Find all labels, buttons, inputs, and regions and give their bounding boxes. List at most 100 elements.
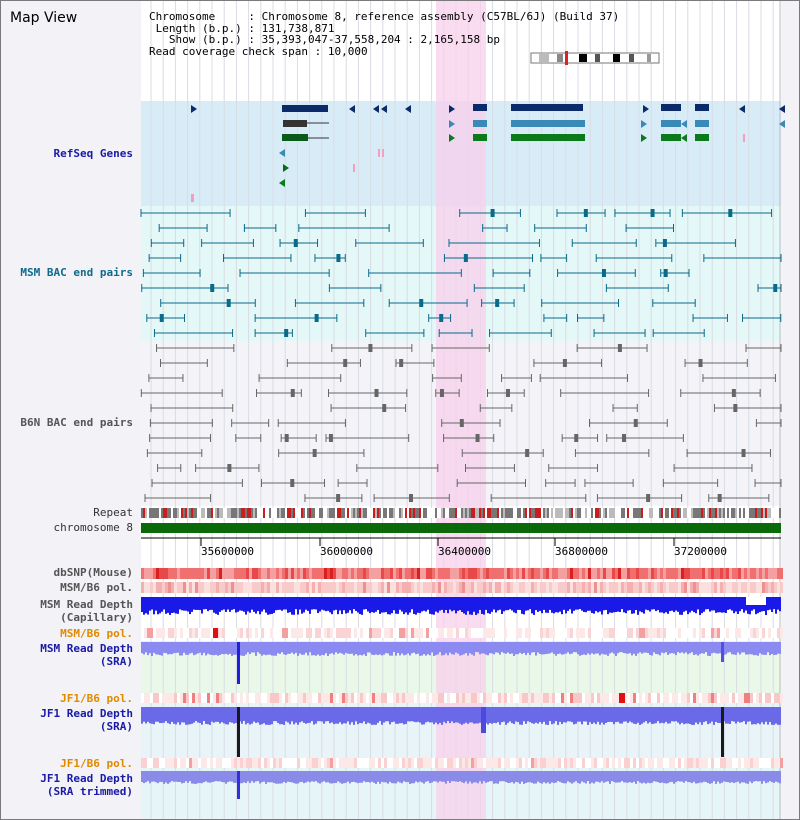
jf1-trim-depth-bar bbox=[767, 771, 769, 783]
msm-capillary-depth-bar bbox=[547, 597, 549, 613]
repeat-tick bbox=[405, 508, 407, 518]
msm-b6-pol-cell bbox=[288, 628, 291, 638]
jf1-b6-pol-cell bbox=[666, 693, 669, 703]
msm-capillary-depth-bar bbox=[483, 597, 485, 615]
msm-capillary-depth-bar bbox=[339, 597, 341, 611]
jf1-b6-pol-cell bbox=[294, 758, 297, 768]
jf1-sra-depth-bar bbox=[471, 707, 473, 723]
msm-sra-depth-bar bbox=[741, 642, 743, 653]
jf1-b6-pol-cell bbox=[189, 758, 192, 768]
jf1-sra-depth-bar bbox=[177, 707, 179, 723]
msm-sra-depth-bar bbox=[295, 642, 297, 653]
repeat-tick bbox=[239, 508, 241, 518]
msm-sra-depth-bar bbox=[175, 642, 177, 653]
jf1-sra-depth-bar bbox=[513, 707, 515, 725]
repeat-tick bbox=[637, 508, 639, 518]
dbsnp-cell bbox=[177, 568, 180, 579]
gene-feature bbox=[743, 134, 745, 142]
jf1-sra-depth-bar bbox=[291, 707, 293, 722]
jf1-trim-depth-bar bbox=[639, 771, 641, 783]
jf1-sra-depth-bar bbox=[439, 707, 441, 723]
msm-capillary-depth-bar bbox=[595, 597, 597, 612]
msm-capillary-depth-bar bbox=[557, 597, 559, 613]
repeat-tick bbox=[267, 508, 269, 518]
msm-b6-pol-cell bbox=[417, 582, 420, 593]
msm-capillary-depth-bar bbox=[237, 597, 239, 612]
msm-b6-pol-cell bbox=[207, 582, 210, 593]
jf1-trim-depth-bar bbox=[699, 771, 701, 783]
dbsnp-cell bbox=[336, 568, 339, 579]
msm-b6-pol-cell bbox=[222, 628, 225, 638]
bac-end-marker bbox=[663, 269, 668, 277]
dbsnp-cell bbox=[633, 568, 636, 579]
jf1-sra-depth-bar bbox=[603, 707, 605, 725]
dbsnp-cell bbox=[732, 568, 735, 579]
jf1-trim-depth-bar bbox=[763, 771, 765, 782]
jf1-sra-depth-bar bbox=[543, 707, 545, 722]
jf1-trim-depth-bar bbox=[549, 771, 551, 784]
jf1-trim-depth-bar bbox=[267, 771, 269, 783]
dbsnp-cell bbox=[378, 568, 381, 579]
msm-capillary-depth-bar bbox=[323, 597, 325, 611]
jf1-sra-depth-bar bbox=[749, 707, 751, 722]
msm-capillary-depth-bar bbox=[189, 597, 191, 615]
msm-b6-pol-cell bbox=[681, 628, 684, 638]
jf1-sra-depth-bar bbox=[777, 707, 779, 725]
bac-end-marker bbox=[728, 209, 733, 217]
msm-b6-pol-cell bbox=[285, 628, 288, 638]
jf1-trim-depth-bar bbox=[643, 771, 645, 783]
msm-sra-depth-bar bbox=[671, 642, 673, 654]
repeat-tick bbox=[701, 508, 703, 518]
jf1-trim-depth-bar bbox=[259, 771, 261, 784]
msm-capillary-depth-bar bbox=[309, 597, 311, 614]
jf1-trim-depth-bar bbox=[455, 771, 457, 782]
jf1-sra-depth-bar bbox=[461, 707, 463, 725]
msm-b6-pol-cell bbox=[219, 628, 222, 638]
msm-b6-pol-cell bbox=[249, 582, 252, 593]
jf1-b6-pol-cell bbox=[543, 758, 546, 768]
msm-b6-pol-cell bbox=[435, 628, 438, 638]
msm-capillary-depth-bar bbox=[699, 597, 701, 615]
repeat-tick bbox=[287, 508, 289, 518]
repeat-tick bbox=[557, 508, 559, 518]
jf1-trim-depth-bar bbox=[687, 771, 689, 783]
jf1-sra-depth-bar bbox=[297, 707, 299, 725]
msm-capillary-depth-bar bbox=[525, 597, 527, 611]
jf1-trim-depth-bar bbox=[601, 771, 603, 782]
jf1-b6-pol-cell bbox=[447, 693, 450, 703]
dbsnp-cell bbox=[327, 568, 330, 579]
msm-b6-pol-cell bbox=[333, 628, 336, 638]
jf1-trim-depth-bar bbox=[235, 771, 237, 783]
msm-b6-pol-cell bbox=[195, 582, 198, 593]
msm-capillary-depth-bar bbox=[341, 597, 343, 615]
repeat-tick bbox=[757, 508, 759, 518]
jf1-trim-depth-bar bbox=[617, 771, 619, 783]
jf1-sra-depth-bar bbox=[333, 707, 335, 725]
msm-b6-pol-cell bbox=[714, 582, 717, 593]
jf1-b6-pol-cell bbox=[255, 693, 258, 703]
msm-capillary-depth-bar bbox=[177, 597, 179, 614]
jf1-trim-depth-bar bbox=[355, 771, 357, 783]
msm-b6-pol-cell bbox=[375, 582, 378, 593]
dbsnp-cell bbox=[210, 568, 213, 579]
msm-sra-depth-bar bbox=[191, 642, 193, 653]
jf1-trim-depth-bar bbox=[689, 771, 691, 783]
track-label-jf1-depth-trim-sub: (SRA trimmed) bbox=[46, 785, 133, 798]
bac-end-marker bbox=[368, 344, 373, 352]
msm-capillary-depth-bar bbox=[403, 597, 405, 615]
msm-sra-depth-bar bbox=[505, 642, 507, 654]
msm-capillary-depth-bar bbox=[213, 597, 215, 613]
repeat-tick bbox=[771, 508, 773, 518]
msm-sra-depth-bar bbox=[273, 642, 275, 656]
msm-b6-pol-cell bbox=[555, 582, 558, 593]
msm-b6-pol-cell bbox=[246, 628, 249, 638]
jf1-trim-depth-bar bbox=[201, 771, 203, 784]
repeat-tick bbox=[157, 508, 159, 518]
msm-b6-pol-cell bbox=[402, 582, 405, 593]
msm-capillary-depth-bar bbox=[297, 597, 299, 615]
jf1-trim-depth-bar bbox=[631, 771, 633, 783]
dbsnp-cell bbox=[240, 568, 243, 579]
msm-sra-depth-bar bbox=[189, 642, 191, 654]
jf1-b6-pol-cell bbox=[387, 693, 390, 703]
